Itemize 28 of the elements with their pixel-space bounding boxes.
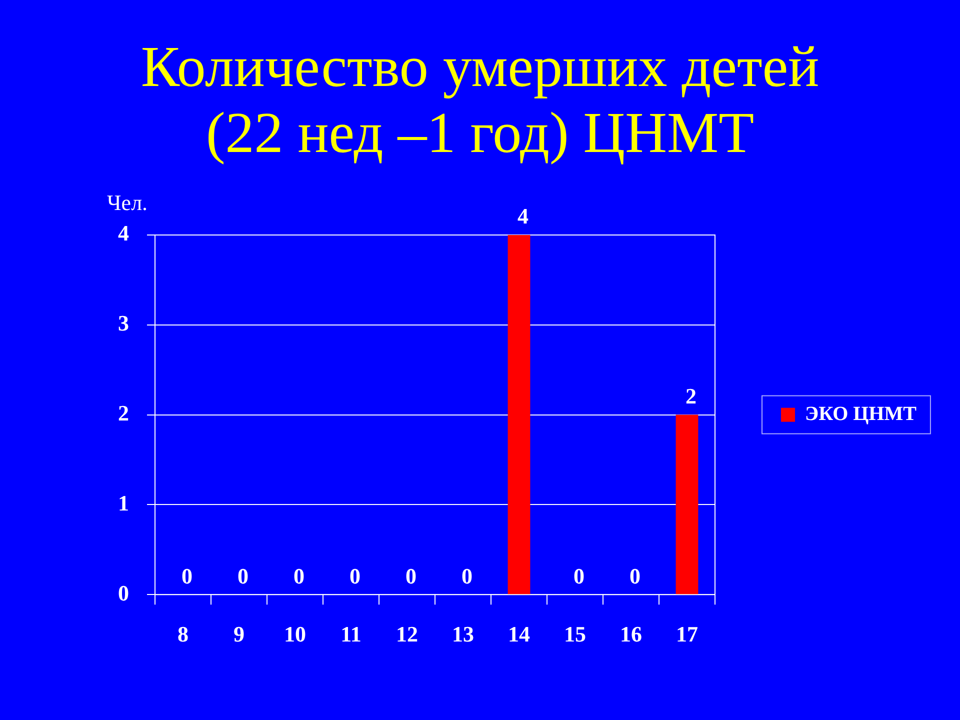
data-label: 0	[182, 563, 192, 588]
data-label: 4	[518, 204, 528, 229]
y-tick-label: 0	[118, 580, 129, 606]
x-tick-label: 14	[508, 621, 530, 646]
chart-title: Количество умерших детей (22 нед –1 год) ЦНМТ	[140, 34, 820, 166]
x-tick-label: 11	[340, 621, 362, 646]
legend-label: ЭКО ЦНМТ	[805, 402, 918, 425]
x-tick-label: 17	[676, 621, 698, 646]
y-tick-label: 2	[118, 400, 129, 426]
data-label: 2	[686, 383, 696, 408]
y-tick-label: 4	[118, 220, 129, 246]
data-label: 0	[238, 563, 248, 588]
x-tick-label: 13	[452, 621, 474, 646]
data-label: 0	[294, 563, 304, 588]
data-label: 0	[406, 563, 416, 588]
data-label: 0	[462, 563, 472, 588]
y-axis-title: Чел.	[107, 190, 148, 216]
x-tick-label: 9	[234, 621, 244, 646]
data-label: 0	[350, 563, 360, 588]
x-tick-label: 12	[396, 621, 418, 646]
data-label: 0	[574, 563, 584, 588]
x-tick-label: 10	[284, 621, 306, 646]
x-tick-label: 15	[564, 621, 586, 646]
data-label: 0	[630, 563, 640, 588]
y-tick-label: 1	[118, 490, 129, 516]
x-tick-label: 16	[620, 621, 642, 646]
y-tick-label: 3	[118, 310, 129, 336]
x-tick-label: 8	[178, 621, 188, 646]
